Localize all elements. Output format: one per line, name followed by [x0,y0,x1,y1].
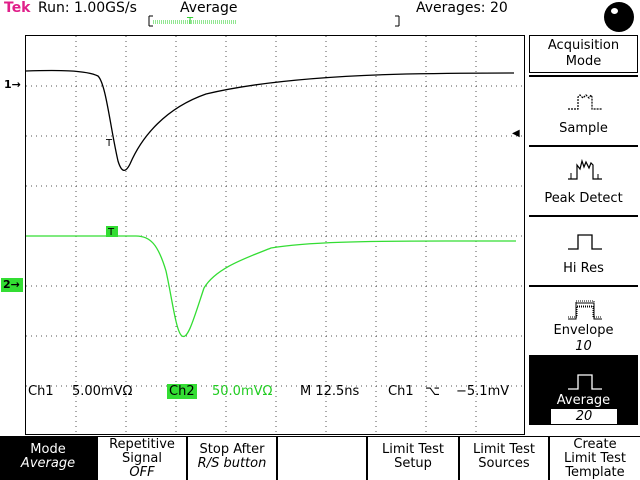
ch1-ground-marker[interactable]: 1→ [4,78,21,91]
side-btn-hi-res[interactable]: Hi Res [529,215,638,285]
side-menu-title: Acquisition Mode [529,35,638,73]
ch2-label: Ch2 [167,384,197,399]
bottom-menu: Mode Average Repetitive Signal OFF Stop … [0,436,640,480]
bottom-btn-limit-test-sources[interactable]: Limit Test Sources [458,437,548,480]
run-status: Run: 1.00GS/s [38,0,137,16]
trigger-source: Ch1 [388,384,414,399]
trigger-slope-icon: ⌥ [425,384,440,399]
side-btn-envelope[interactable]: Envelope 10 [529,285,638,355]
ch1-scale: 5.00mVΩ [72,384,133,399]
bottom-btn-repetitive-signal[interactable]: Repetitive Signal OFF [96,437,186,480]
average-icon [568,374,602,390]
svg-text:T: T [186,16,194,27]
acquisition-indicator-icon [604,2,634,32]
averages-count: Averages: 20 [416,0,508,16]
side-btn-peak-detect[interactable]: Peak Detect [529,145,638,215]
ch2-trigger-marker [106,226,118,237]
bottom-btn-empty[interactable] [276,437,366,480]
ch2-scale: 50.0mVΩ [212,384,273,399]
bottom-btn-limit-test-setup[interactable]: Limit Test Setup [366,437,458,480]
waveform-display: T T [25,35,526,436]
sample-icon [568,93,602,110]
bottom-btn-stop-after[interactable]: Stop After R/S button [186,437,276,480]
bottom-btn-mode[interactable]: Mode Average [0,437,96,480]
acquisition-mode-label: Average [180,0,238,16]
trigger-level-marker-icon: ◀ [512,128,520,139]
side-btn-sample[interactable]: Sample [529,75,638,145]
status-bar: Tek Run: 1.00GS/s Average Averages: 20 [0,0,640,34]
ch1-label: Ch1 [28,384,54,399]
trigger-level: −5.1mV [456,384,510,399]
envelope-icon [568,300,602,320]
ch1-waveform [26,69,515,172]
ch2-ground-marker[interactable]: 2→ [1,278,23,292]
ch2-waveform [26,235,516,337]
side-menu: Acquisition Mode Sample Peak Detect Hi R… [527,35,640,436]
hi-res-icon [568,234,602,250]
svg-text:T: T [107,227,115,238]
record-view-bar: T [148,15,400,27]
ch1-trigger-point: T [105,138,113,149]
bottom-btn-create-limit-test-template[interactable]: Create Limit Test Template [548,437,640,480]
graticule-grid: T T [26,36,526,436]
timebase-readout: M 12.5ns [300,384,360,399]
brand-logo: Tek [4,0,31,16]
peak-detect-icon [568,158,602,180]
side-btn-average[interactable]: Average 20 [529,355,638,425]
